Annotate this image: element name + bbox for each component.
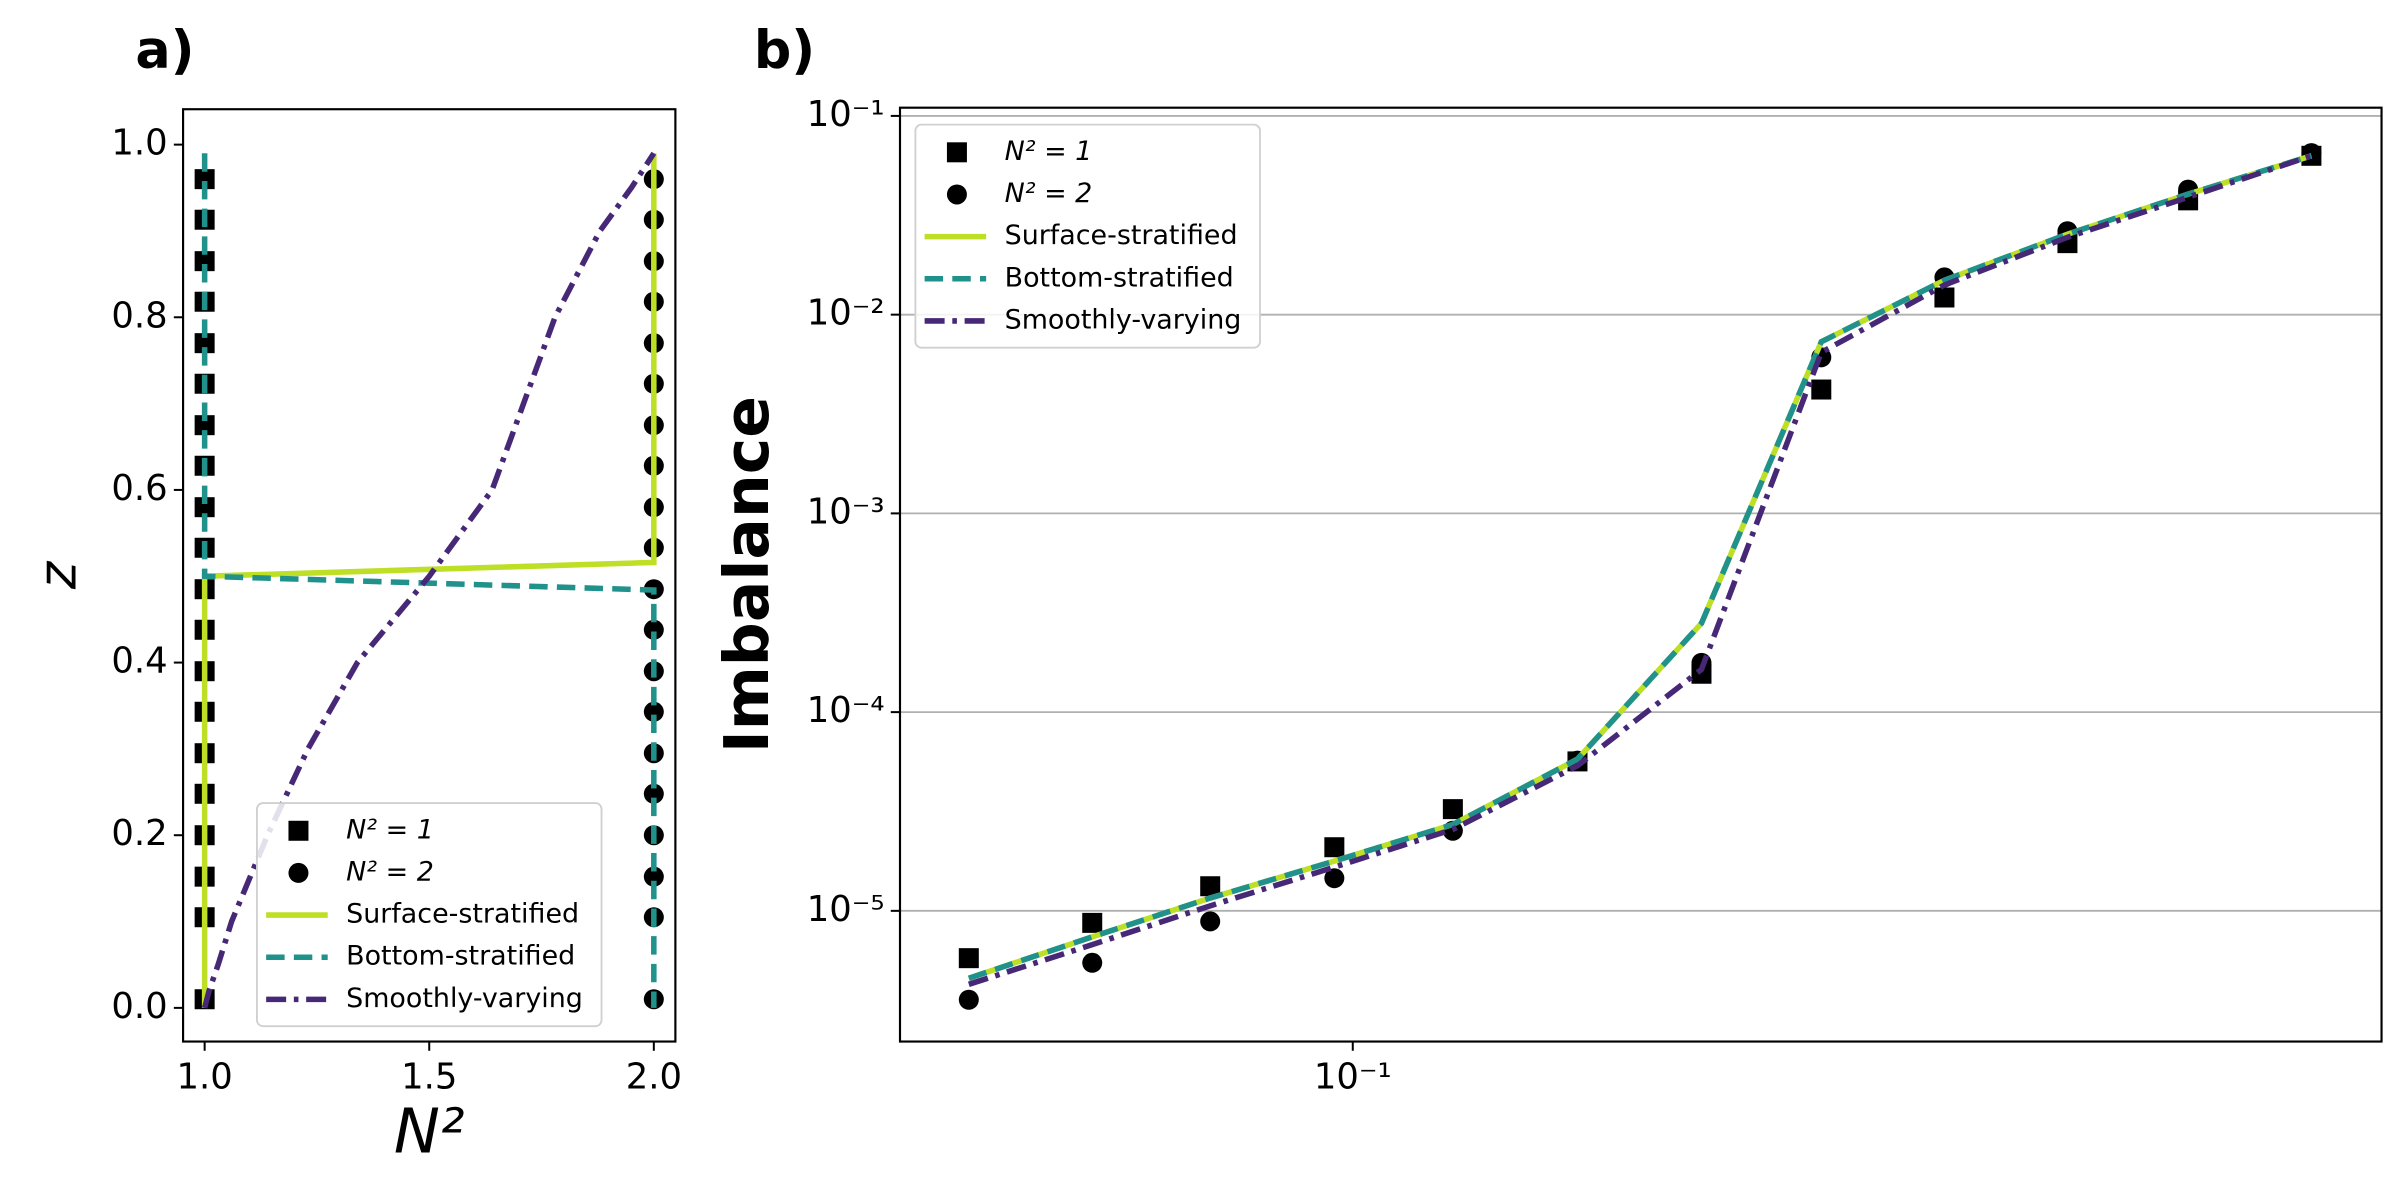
series-line: [201, 151, 657, 1009]
legend-box: [255, 802, 603, 1028]
circle-marker: [1082, 952, 1103, 973]
series-line: [201, 153, 657, 1008]
legend-label: N² = 2: [1005, 178, 1093, 209]
y-tick-label: 0.8: [111, 295, 167, 336]
plot-area: [194, 151, 664, 1010]
x-axis-label: Bulk Rossby Number ε: [1254, 1199, 2028, 1200]
axes-frame: [182, 108, 677, 1043]
axes-frame: [898, 106, 2383, 1043]
y-tick-label: 0.2: [111, 813, 167, 854]
square-marker: [194, 497, 215, 518]
circle-marker: [643, 619, 664, 640]
y-axis-label: Imbalance: [711, 396, 783, 753]
circle-marker: [643, 866, 664, 887]
square-marker: [194, 251, 215, 272]
y-tick-label: 10⁻¹: [807, 94, 885, 135]
square-marker: [958, 948, 979, 969]
circle-marker: [643, 701, 664, 722]
y-tick-label: 0.0: [111, 986, 167, 1027]
legend-label: Smoothly-varying: [346, 983, 583, 1014]
legend-label: Bottom-stratified: [1005, 262, 1234, 293]
circle-marker: [1324, 868, 1345, 889]
square-marker: [1200, 876, 1221, 897]
plot-area: [958, 143, 2322, 1010]
legend-label: Surface-stratified: [1005, 220, 1238, 251]
circle-marker: [1200, 911, 1221, 932]
x-tick-label: 2.0: [626, 1056, 682, 1097]
y-tick-label: 10⁻⁴: [807, 690, 885, 731]
square-marker: [1934, 287, 1955, 308]
legend-label: Surface-stratified: [346, 899, 579, 930]
legend-label: Bottom-stratified: [346, 941, 575, 972]
legend-label: Smoothly-varying: [1005, 304, 1242, 335]
series-line: [967, 153, 2313, 981]
y-tick-label: 0.6: [111, 468, 167, 509]
legend-box: [914, 123, 1261, 349]
square-marker: [194, 333, 215, 354]
legend: N² = 1 N² = 2 Surface-stratified Bottom-str…: [255, 802, 603, 1028]
square-marker: [1082, 912, 1103, 933]
y-tick-label: 10⁻²: [807, 293, 885, 334]
circle-marker: [958, 989, 979, 1010]
x-tick-label: 1.5: [401, 1056, 457, 1097]
panel-label: a): [135, 20, 194, 81]
circle-marker: [643, 783, 664, 804]
legend: N² = 1 N² = 2 Surface-stratified Bottom-str…: [914, 123, 1261, 349]
x-axis-label: N²: [394, 1095, 465, 1167]
legend-label: N² = 2: [346, 856, 434, 887]
series-line: [967, 153, 2313, 987]
legend-label: N² = 1: [346, 814, 434, 845]
legend-swatch: [946, 184, 967, 205]
square-marker: [1811, 379, 1832, 400]
y-axis-label: z: [28, 560, 89, 590]
y-tick-label: 1.0: [111, 123, 167, 164]
y-tick-label: 0.4: [111, 641, 167, 682]
x-tick-label: 1.0: [177, 1056, 233, 1097]
square-marker: [1442, 799, 1463, 820]
series-line: [201, 153, 657, 1008]
panel-label: b): [754, 20, 815, 81]
legend-swatch: [946, 142, 967, 163]
legend-label: N² = 1: [1005, 136, 1093, 167]
y-tick-label: 10⁻⁵: [807, 889, 885, 930]
square-marker: [194, 415, 215, 436]
square-marker: [194, 169, 215, 190]
square-marker: [1324, 837, 1345, 858]
legend-swatch: [288, 862, 309, 883]
x-tick-label: 10⁻¹: [1314, 1056, 1392, 1097]
legend-swatch: [288, 820, 309, 841]
panel: b) 10⁻⁵ 10⁻⁴ 10⁻³ 10⁻² 10⁻¹ 10⁻¹ Bulk Rossby Nu…: [711, 20, 2383, 1200]
y-tick-label: 10⁻³: [807, 491, 885, 532]
